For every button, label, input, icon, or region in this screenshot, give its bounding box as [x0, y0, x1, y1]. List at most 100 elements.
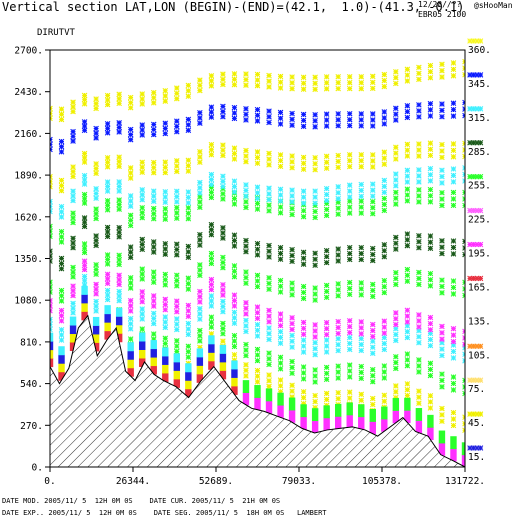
data-point: [323, 117, 330, 123]
data-point: [231, 314, 238, 321]
data-point: [427, 171, 434, 178]
data-point: [220, 173, 226, 180]
data-point: [174, 95, 180, 102]
data-point: [416, 173, 422, 179]
data-point: [393, 321, 399, 328]
low-level-column: [208, 360, 215, 370]
data-point: [470, 241, 477, 248]
data-point: [381, 277, 388, 284]
data-point: [185, 82, 192, 89]
low-level-column: [92, 333, 100, 343]
data-point: [70, 310, 76, 316]
data-point: [70, 108, 76, 115]
data-point: [208, 171, 215, 178]
data-point: [393, 394, 399, 401]
footer-dates-line1: DATE MOD. 2005/11/ 5 12H 0M 0S DATE CUR.…: [2, 497, 281, 505]
data-point: [185, 116, 192, 123]
data-point: [323, 364, 330, 371]
data-point: [174, 193, 180, 200]
data-point: [289, 338, 295, 345]
data-point: [381, 149, 388, 155]
data-point: [220, 325, 226, 332]
data-point: [277, 250, 284, 257]
data-point: [254, 367, 261, 374]
data-point: [416, 187, 422, 193]
data-point: [185, 326, 192, 332]
data-point: [197, 242, 203, 248]
data-point: [450, 100, 457, 106]
low-level-column: [150, 340, 157, 350]
data-point: [404, 198, 411, 204]
data-point: [346, 152, 353, 158]
data-point: [231, 243, 238, 249]
data-point: [243, 280, 249, 286]
data-point: [81, 191, 88, 198]
data-point: [93, 233, 99, 239]
data-point: [300, 325, 307, 332]
data-point: [277, 73, 284, 80]
data-point: [220, 338, 226, 344]
data-point: [427, 245, 434, 252]
data-point: [231, 104, 238, 111]
data-point: [254, 195, 261, 202]
data-point: [474, 343, 480, 350]
data-point: [243, 193, 249, 199]
data-point: [467, 106, 473, 112]
data-point: [220, 308, 226, 315]
data-point: [474, 72, 480, 78]
data-point: [266, 361, 272, 368]
data-point: [312, 328, 318, 334]
data-point: [139, 159, 146, 166]
data-point: [208, 231, 215, 238]
low-level-column: [104, 305, 111, 315]
axis-ticks: 0. 26344. 52689. 79033. 105378. 131722. 0. 270.…: [14, 46, 485, 488]
data-point: [381, 189, 388, 196]
data-point: [139, 306, 146, 312]
data-point: [254, 315, 261, 322]
data-point: [346, 362, 353, 368]
data-point: [104, 101, 111, 108]
data-point: [58, 298, 65, 304]
data-point: [439, 283, 445, 290]
data-point: [335, 324, 341, 331]
data-point: [104, 188, 111, 194]
data-point: [439, 107, 445, 114]
data-point: [127, 198, 134, 204]
data-point: [70, 99, 76, 106]
data-point: [185, 275, 192, 281]
data-point: [277, 121, 284, 127]
data-point: [312, 351, 318, 358]
low-level-column: [127, 367, 134, 377]
data-point: [127, 285, 134, 291]
data-point: [150, 279, 157, 286]
data-point: [254, 160, 261, 167]
data-point: [346, 157, 353, 164]
data-point: [197, 333, 203, 339]
data-point: [416, 238, 422, 245]
data-point: [185, 320, 192, 327]
data-point: [231, 292, 238, 298]
data-point: [220, 330, 226, 337]
data-point: [289, 394, 295, 400]
data-point: [81, 219, 88, 225]
data-point: [312, 112, 318, 118]
data-point: [139, 122, 146, 128]
low-level-column: [219, 370, 227, 380]
data-point: [139, 169, 146, 175]
data-point: [404, 334, 411, 341]
data-point: [369, 111, 376, 117]
data-point: [81, 266, 88, 273]
data-point: [104, 280, 111, 287]
data-point: [58, 138, 65, 145]
low-level-column: [173, 361, 181, 371]
data-point: [277, 256, 284, 262]
data-point: [323, 111, 330, 117]
data-point: [174, 272, 180, 279]
data-point: [266, 350, 272, 356]
data-point: [254, 304, 261, 310]
data-point: [174, 241, 180, 248]
data-point: [346, 285, 353, 292]
data-point: [289, 252, 295, 259]
data-point: [139, 214, 146, 221]
data-point: [393, 69, 399, 75]
